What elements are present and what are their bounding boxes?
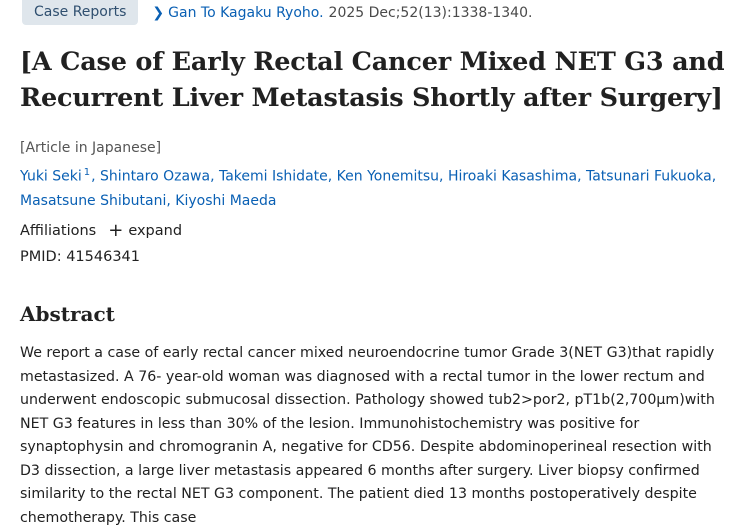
expand-label: expand [128, 223, 183, 239]
article-title: [A Case of Early Rectal Cancer Mixed NET… [20, 47, 725, 113]
chevron-right-icon: ❯ [152, 5, 165, 21]
author-link[interactable]: Ken Yonemitsu [336, 168, 440, 185]
journal-citation: ❯ Gan To Kagaku Ryoho. 2025 Dec;52(13):1… [152, 5, 532, 21]
affiliations-expand-button[interactable]: + expand [108, 222, 182, 240]
author-link[interactable]: Tatsunari Fukuoka [585, 168, 712, 185]
language-note: [Article in Japanese] [20, 140, 162, 156]
author-link[interactable]: Masatsune Shibutani [20, 192, 167, 209]
citation-details: 2025 Dec;52(13):1338-1340. [328, 5, 533, 21]
author-link[interactable]: Takemi Ishidate [218, 168, 328, 185]
affiliations-label: Affiliations [20, 223, 97, 239]
author-link[interactable]: Shintaro Ozawa [100, 168, 211, 185]
abstract-text: We report a case of early rectal cancer … [20, 345, 715, 526]
author-link[interactable]: Yuki Seki [20, 168, 82, 185]
plus-icon: + [108, 220, 124, 241]
pmid: PMID: 41546341 [20, 249, 140, 265]
affiliation-ref[interactable]: 1 [83, 167, 91, 178]
author-link[interactable]: Hiroaki Kasashima [447, 168, 578, 185]
author-link[interactable]: Kiyoshi Maeda [175, 192, 277, 209]
journal-link[interactable]: Gan To Kagaku Ryoho. [168, 5, 324, 21]
affiliations-row: Affiliations + expand [20, 222, 182, 240]
article-type-badge[interactable]: Case Reports [22, 0, 139, 25]
citation-bar: Case Reports ❯ Gan To Kagaku Ryoho. 2025… [22, 0, 532, 26]
abstract-heading: Abstract [20, 302, 115, 326]
author-list: Yuki Seki 1, Shintaro Ozawa, Takemi Ishid… [20, 167, 717, 209]
